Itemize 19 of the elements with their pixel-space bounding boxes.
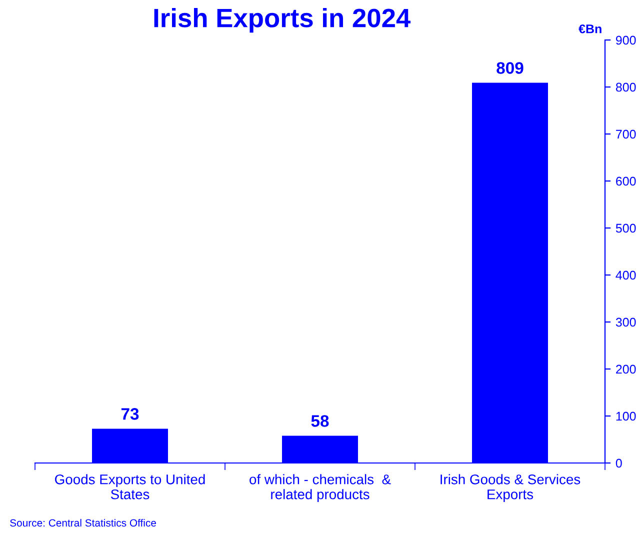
y-tick-label: 300	[616, 318, 636, 327]
y-tick-label: 900	[616, 36, 636, 45]
x-tick-label: Irish Goods & Services Exports	[440, 474, 580, 502]
y-tick-label: 700	[616, 130, 636, 139]
x-tick-label: Goods Exports to United States	[55, 474, 205, 500]
y-tick-label: 500	[616, 224, 636, 233]
source-note: Source: Central Statistics Office	[10, 518, 156, 527]
y-tick-label: 600	[616, 176, 636, 186]
data-label: 809	[496, 62, 524, 74]
chart-title: Irish Exports in 2024	[154, 8, 411, 33]
y-tick-label: 100	[616, 412, 636, 421]
y-tick-label: 800	[616, 82, 636, 92]
x-tick-label: of which - chemicals & related products	[250, 474, 391, 502]
y-axis-title: €Bn	[578, 24, 602, 34]
y-tick-label: 200	[616, 364, 636, 374]
y-tick-label: 400	[616, 270, 636, 280]
data-label: 58	[311, 415, 329, 427]
y-tick-label: 0	[616, 458, 622, 468]
data-label: 73	[121, 408, 139, 420]
